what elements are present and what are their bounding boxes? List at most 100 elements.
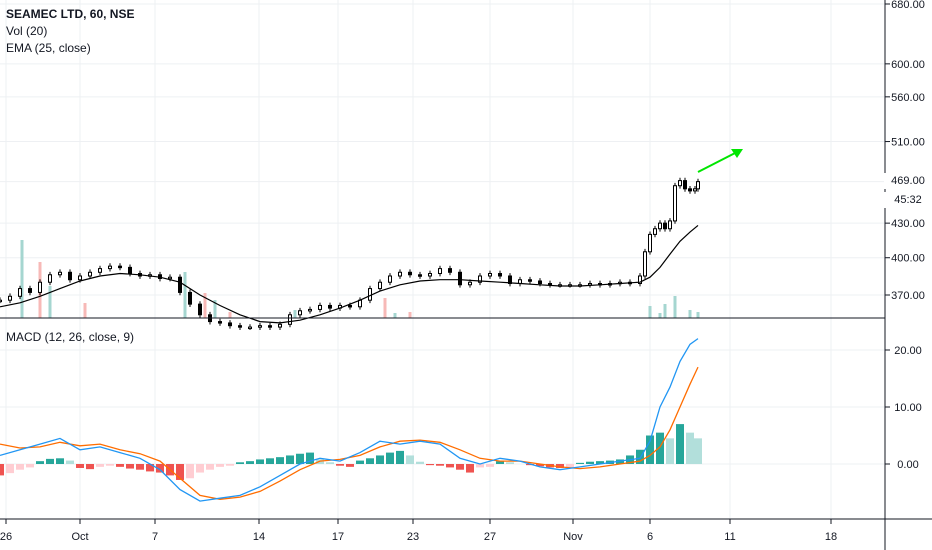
macd-title: MACD (12, 26, close, 9) <box>6 330 135 344</box>
macd-histogram-bar <box>416 461 424 464</box>
macd-histogram-bar <box>126 464 134 469</box>
candle-body <box>188 291 192 305</box>
candle-body <box>418 274 422 277</box>
candle-body <box>48 274 52 283</box>
candle-body <box>398 271 402 277</box>
volume-bar <box>658 313 662 318</box>
candle-body <box>673 185 677 222</box>
macd-histogram-bar <box>576 462 584 464</box>
macd-histogram-bar <box>376 455 384 464</box>
candle-body <box>58 271 62 276</box>
candle-body <box>78 275 82 281</box>
candle-body <box>458 271 462 286</box>
candle-body <box>68 271 72 281</box>
candle-body <box>178 276 182 293</box>
volume-bar <box>383 298 387 318</box>
macd-histogram-bar <box>86 464 94 470</box>
candle-body <box>298 310 302 316</box>
candle-body <box>663 222 667 230</box>
candle-body <box>468 281 472 286</box>
macd-histogram-bar <box>186 464 194 479</box>
candle-body <box>658 222 662 230</box>
candle-body <box>408 271 412 276</box>
volume-bar <box>183 272 187 318</box>
time-tick-label: 17 <box>332 531 344 543</box>
time-tick-label: 23 <box>407 531 419 543</box>
countdown-badge: 45:32 <box>884 192 932 208</box>
macd-histogram-bar <box>26 464 34 468</box>
macd-histogram-bar <box>456 464 464 470</box>
volume-bar <box>83 303 87 318</box>
macd-histogram-bar <box>436 464 444 466</box>
candle-body <box>88 271 92 277</box>
price-tick-label: 600.00 <box>891 59 925 71</box>
symbol-title[interactable]: SEAMEC LTD, 60, NSE <box>6 7 135 21</box>
volume-bar <box>648 306 652 318</box>
macd-histogram-bar <box>306 452 314 464</box>
time-tick-label: Oct <box>71 531 88 543</box>
macd-histogram-bar <box>496 461 504 464</box>
macd-histogram-bar <box>196 464 204 473</box>
volume-bars <box>20 240 700 318</box>
macd-histogram-bar <box>386 452 394 464</box>
macd-axis[interactable]: 20.00 10.00 0.00 <box>885 345 922 471</box>
candle-body <box>428 273 432 277</box>
price-tick-label: 680.00 <box>891 0 925 11</box>
candle-body <box>528 279 532 282</box>
candle-body <box>668 220 672 230</box>
ema-line <box>0 224 699 324</box>
candle-body <box>508 275 512 285</box>
macd-histogram-bar <box>666 438 674 464</box>
candle-body <box>693 188 697 192</box>
macd-histogram-bar <box>596 461 604 464</box>
volume-bar <box>20 240 24 318</box>
candle-body <box>378 281 382 290</box>
candle-body <box>348 304 352 308</box>
ema-legend[interactable]: EMA (25, close) <box>6 41 91 55</box>
macd-histogram-bar <box>646 435 654 464</box>
volume-legend[interactable]: Vol (20) <box>6 24 48 38</box>
time-tick-label: 14 <box>253 531 265 543</box>
candle-body <box>368 288 372 301</box>
macd-histogram-bar <box>686 432 694 464</box>
time-axis[interactable]: 26 Oct 7 14 17 23 27 Nov 6 11 18 <box>0 519 837 543</box>
volume-bar <box>663 304 667 318</box>
candle-body <box>8 295 12 301</box>
macd-histogram-bar <box>66 460 74 464</box>
candle-body <box>198 303 202 316</box>
time-tick-label: 27 <box>484 531 496 543</box>
candle-body <box>648 233 652 253</box>
macd-histogram-bar <box>636 449 644 464</box>
candle-body <box>0 299 2 303</box>
candle-body <box>128 266 132 275</box>
candle-body <box>318 304 322 310</box>
macd-histogram-bar <box>366 458 374 464</box>
macd-line <box>0 338 699 502</box>
price-tick-label: 430.00 <box>891 218 925 230</box>
candle-body <box>683 180 687 190</box>
macd-histogram-bar <box>96 464 104 467</box>
macd-histogram-bar <box>76 464 84 468</box>
candle-body <box>678 180 682 187</box>
trend-arrow[interactable] <box>697 149 743 173</box>
price-tick-label: 370.00 <box>891 290 925 302</box>
volume-bar <box>228 312 232 318</box>
volume-bar <box>408 312 412 318</box>
macd-histogram-bar <box>536 464 544 467</box>
candle-body <box>98 268 102 273</box>
volume-bar <box>688 310 692 318</box>
price-axis[interactable]: 680.00 600.00 560.00 510.00 430.00 400.00 370.… <box>885 0 925 302</box>
macd-legend[interactable]: MACD (12, 26, close, 9) <box>6 329 134 346</box>
macd-pane <box>0 338 702 502</box>
candle-body <box>28 288 32 293</box>
candle-body <box>498 273 502 277</box>
time-tick-label: 7 <box>152 531 158 543</box>
volume-bar <box>213 300 217 318</box>
macd-histogram-bar <box>0 464 4 476</box>
candle-body <box>696 181 700 190</box>
macd-histogram-bar <box>176 464 184 480</box>
macd-histogram-bar <box>206 464 214 470</box>
macd-histogram-bar <box>46 458 54 464</box>
candle-body <box>538 280 542 285</box>
